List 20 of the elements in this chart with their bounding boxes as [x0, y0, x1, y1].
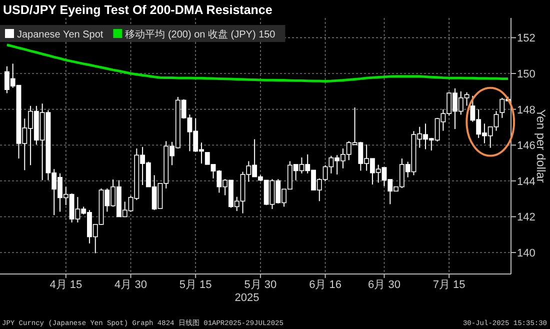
x-tick-label: 5月 30 [244, 279, 277, 291]
y-tick-label: 142 [517, 212, 536, 224]
line-series [6, 44, 510, 82]
x-tick-label: 4月 15 [50, 279, 82, 291]
x-tick-label: 6月 16 [309, 279, 342, 291]
x-tick-label: 6月 30 [368, 279, 400, 291]
y-tick-label: 144 [517, 176, 536, 188]
y-tick-label: 146 [517, 140, 536, 152]
legend-label: 移动平均 (200) on 收盘 (JPY) 150 [125, 28, 276, 40]
x-tick-label: 7月 15 [432, 279, 466, 291]
x-tick-label: 5月 15 [179, 279, 212, 291]
y-tick-label: 150 [517, 68, 536, 80]
legend-label: Japanese Yen Spot [17, 30, 104, 40]
y-axis-title: Yen per dollar [534, 109, 548, 183]
y-tick-label: 148 [517, 104, 536, 116]
x-axis-title: 2025 [234, 292, 260, 304]
y-tick-label: 140 [517, 248, 536, 260]
chart-title: USD/JPY Eyeing Test Of 200-DMA Resistance [3, 3, 272, 17]
y-tick-label: 152 [517, 32, 536, 45]
x-tick-label: 4月 30 [114, 279, 147, 291]
